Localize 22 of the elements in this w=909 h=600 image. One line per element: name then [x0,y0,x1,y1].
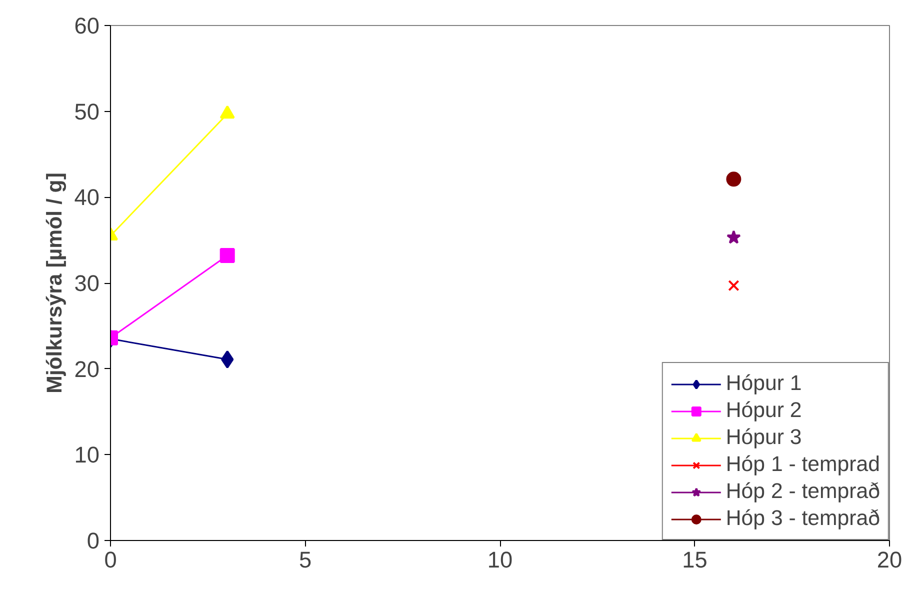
legend-label: Hópur 3 [726,425,802,450]
x-tick-label: 15 [682,546,708,572]
y-tick-label: 0 [86,528,100,554]
legend-label: Hóp 3 - temprað [726,506,880,531]
legend-label: Hóp 1 - temprad [726,452,880,477]
y-tick-label: 50 [74,98,100,124]
legend-label: Hóp 2 - temprað [726,479,880,504]
point [726,230,741,244]
y-tick-label: 20 [74,356,100,382]
y-tick-label: 40 [74,184,100,210]
x-tick-label: 20 [876,546,902,572]
point [726,172,742,187]
point [728,280,740,292]
y-tick-label: 60 [74,12,100,38]
x-tick-label: 10 [487,546,513,572]
y-tick-label: 30 [74,270,100,296]
y-axis-title: Mjólkursýra [µmól / g] [42,172,66,394]
y-tick-label: 10 [74,442,100,468]
x-tick-label: 0 [104,546,117,572]
legend-label: Hópur 1 [726,371,802,396]
legend-label: Hópur 2 [726,398,802,423]
x-tick-label: 5 [298,546,312,572]
